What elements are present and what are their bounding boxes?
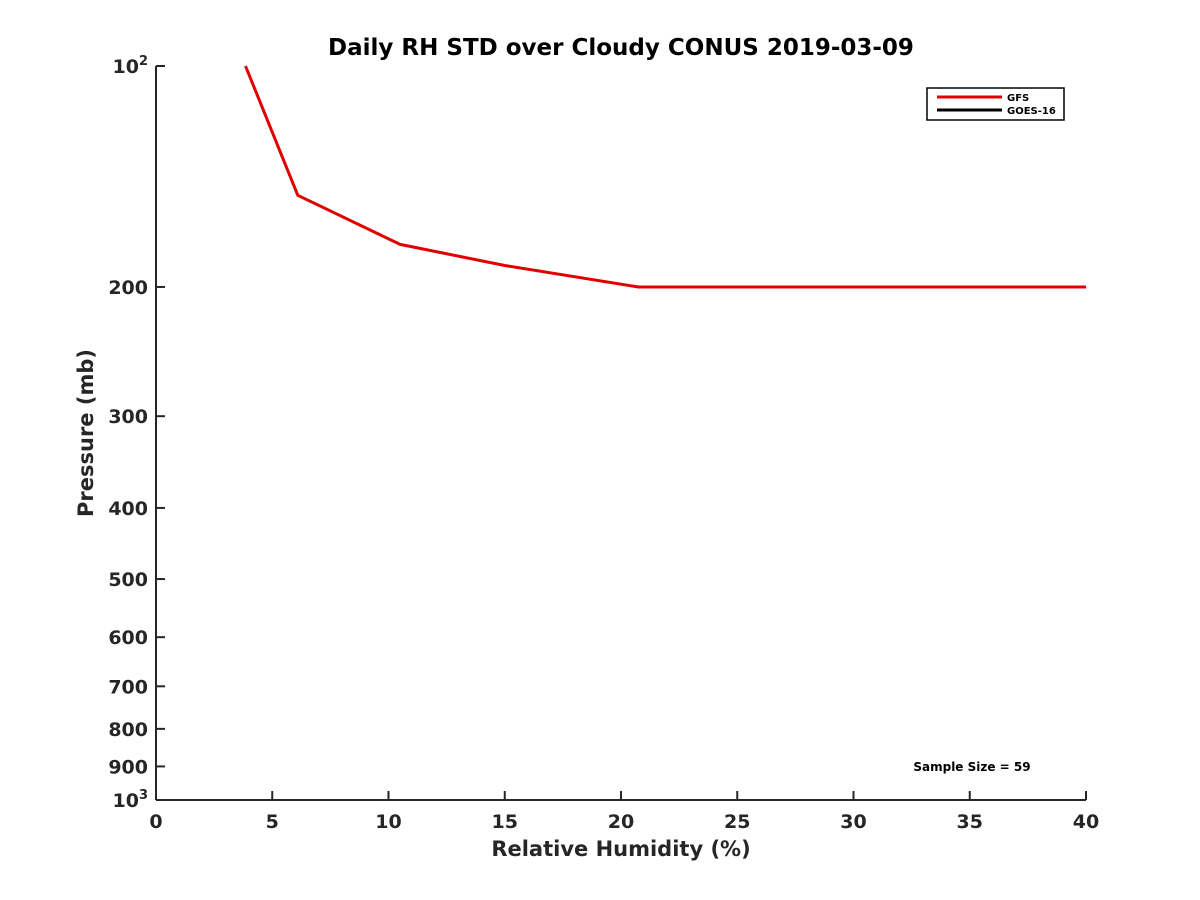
y-tick-label: 800 (108, 719, 148, 741)
y-axis-ticks: 102 200 300 400 500 600 700 800 900 103 (108, 54, 165, 812)
y-axis-label: Pressure (mb) (74, 349, 98, 517)
x-tick-label: 25 (724, 811, 750, 833)
y-tick-label: 500 (108, 569, 148, 591)
plot-area (244, 65, 1086, 289)
y-tick-label: 600 (108, 627, 148, 649)
y-tick-label: 900 (108, 756, 148, 778)
x-tick-label: 0 (149, 811, 162, 833)
legend-label-goes16: GOES-16 (1007, 106, 1056, 117)
x-tick-label: 10 (375, 811, 401, 833)
series-line-gfs (244, 65, 1086, 289)
chart-title: Daily RH STD over Cloudy CONUS 2019-03-0… (328, 35, 914, 61)
x-axis-ticks: 0 5 10 15 20 25 30 35 40 (149, 791, 1099, 833)
x-tick-label: 20 (608, 811, 634, 833)
x-tick-label: 40 (1073, 811, 1099, 833)
x-tick-label: 35 (957, 811, 983, 833)
sample-size-annotation: Sample Size = 59 (913, 760, 1030, 774)
y-tick-label: 103 (113, 788, 149, 812)
legend: GFS GOES-16 (926, 87, 1065, 121)
x-tick-label: 15 (492, 811, 518, 833)
x-axis-label: Relative Humidity (%) (491, 837, 750, 861)
x-tick-label: 30 (840, 811, 866, 833)
x-tick-label: 5 (266, 811, 279, 833)
y-tick-label: 700 (108, 676, 148, 698)
y-tick-label: 102 (113, 54, 149, 78)
y-tick-label: 200 (108, 277, 148, 299)
y-tick-label: 400 (108, 498, 148, 520)
y-tick-label: 300 (108, 406, 148, 428)
legend-label-gfs: GFS (1007, 93, 1029, 104)
legend-box (926, 87, 1065, 121)
